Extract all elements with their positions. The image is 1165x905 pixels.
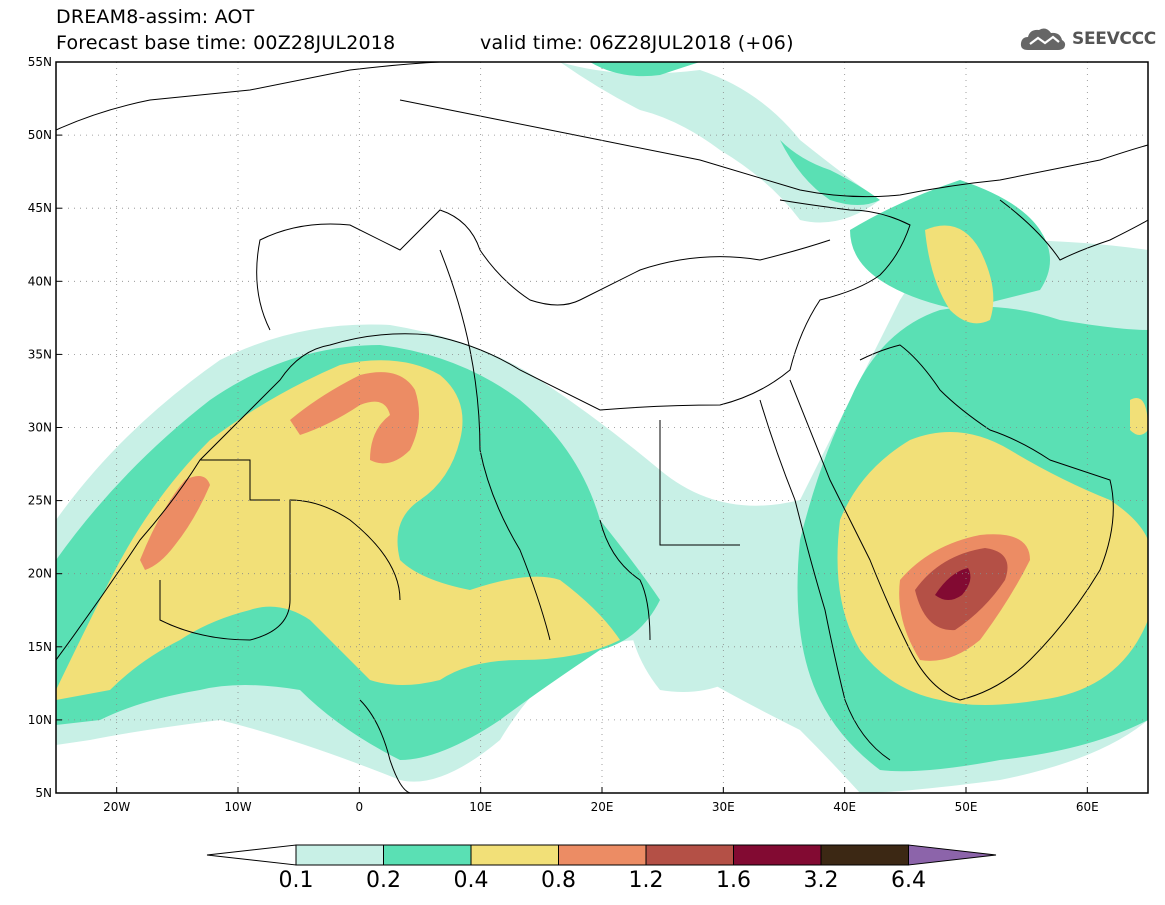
colorbar-label: 3.2 (803, 868, 839, 893)
seevccc-logo: SEEVCCC (1018, 22, 1156, 56)
lat-label: 50N (28, 128, 52, 142)
lon-label: 50E (955, 800, 978, 814)
colorbar-label: 0.8 (541, 868, 576, 893)
lat-label: 15N (28, 640, 52, 654)
colorbar-label: 1.6 (716, 868, 751, 893)
lon-label: 0 (356, 800, 364, 814)
lon-label: 10E (469, 800, 492, 814)
lat-label: 55N (28, 55, 52, 69)
forecast-base-time: Forecast base time: 00Z28JUL2018 (56, 32, 396, 54)
lon-label: 20E (591, 800, 614, 814)
lon-label: 20W (103, 800, 130, 814)
map-title: DREAM8-assim: AOT (56, 6, 255, 28)
aot-contours (56, 62, 1148, 793)
lon-label: 10W (224, 800, 251, 814)
cloud-icon (1020, 28, 1066, 50)
axis-ticks: 20W 10W 0 10E 20E 30E 40E 50E 60E 55N 50N 45N 40N 35N… (28, 55, 1099, 814)
lat-label: 30N (28, 421, 52, 435)
lat-label: 45N (28, 201, 52, 215)
colorbar-label: 0.2 (366, 868, 401, 893)
colorbar-label: 6.4 (891, 868, 926, 893)
logo-text: SEEVCCC (1072, 29, 1156, 49)
lat-label: 10N (28, 713, 52, 727)
lat-label: 20N (28, 567, 52, 581)
valid-time: valid time: 06Z28JUL2018 (+06) (480, 32, 794, 54)
lat-label: 25N (28, 494, 52, 508)
lon-label: 40E (833, 800, 856, 814)
lat-label: 5N (35, 786, 52, 800)
lat-label: 40N (28, 274, 52, 288)
colorbar-label: 0.1 (278, 868, 314, 893)
lat-label: 35N (28, 347, 52, 361)
colorbar-label: 0.4 (453, 868, 489, 893)
lon-label: 60E (1076, 800, 1099, 814)
lon-label: 30E (712, 800, 735, 814)
colorbar-label: 1.2 (628, 868, 664, 893)
